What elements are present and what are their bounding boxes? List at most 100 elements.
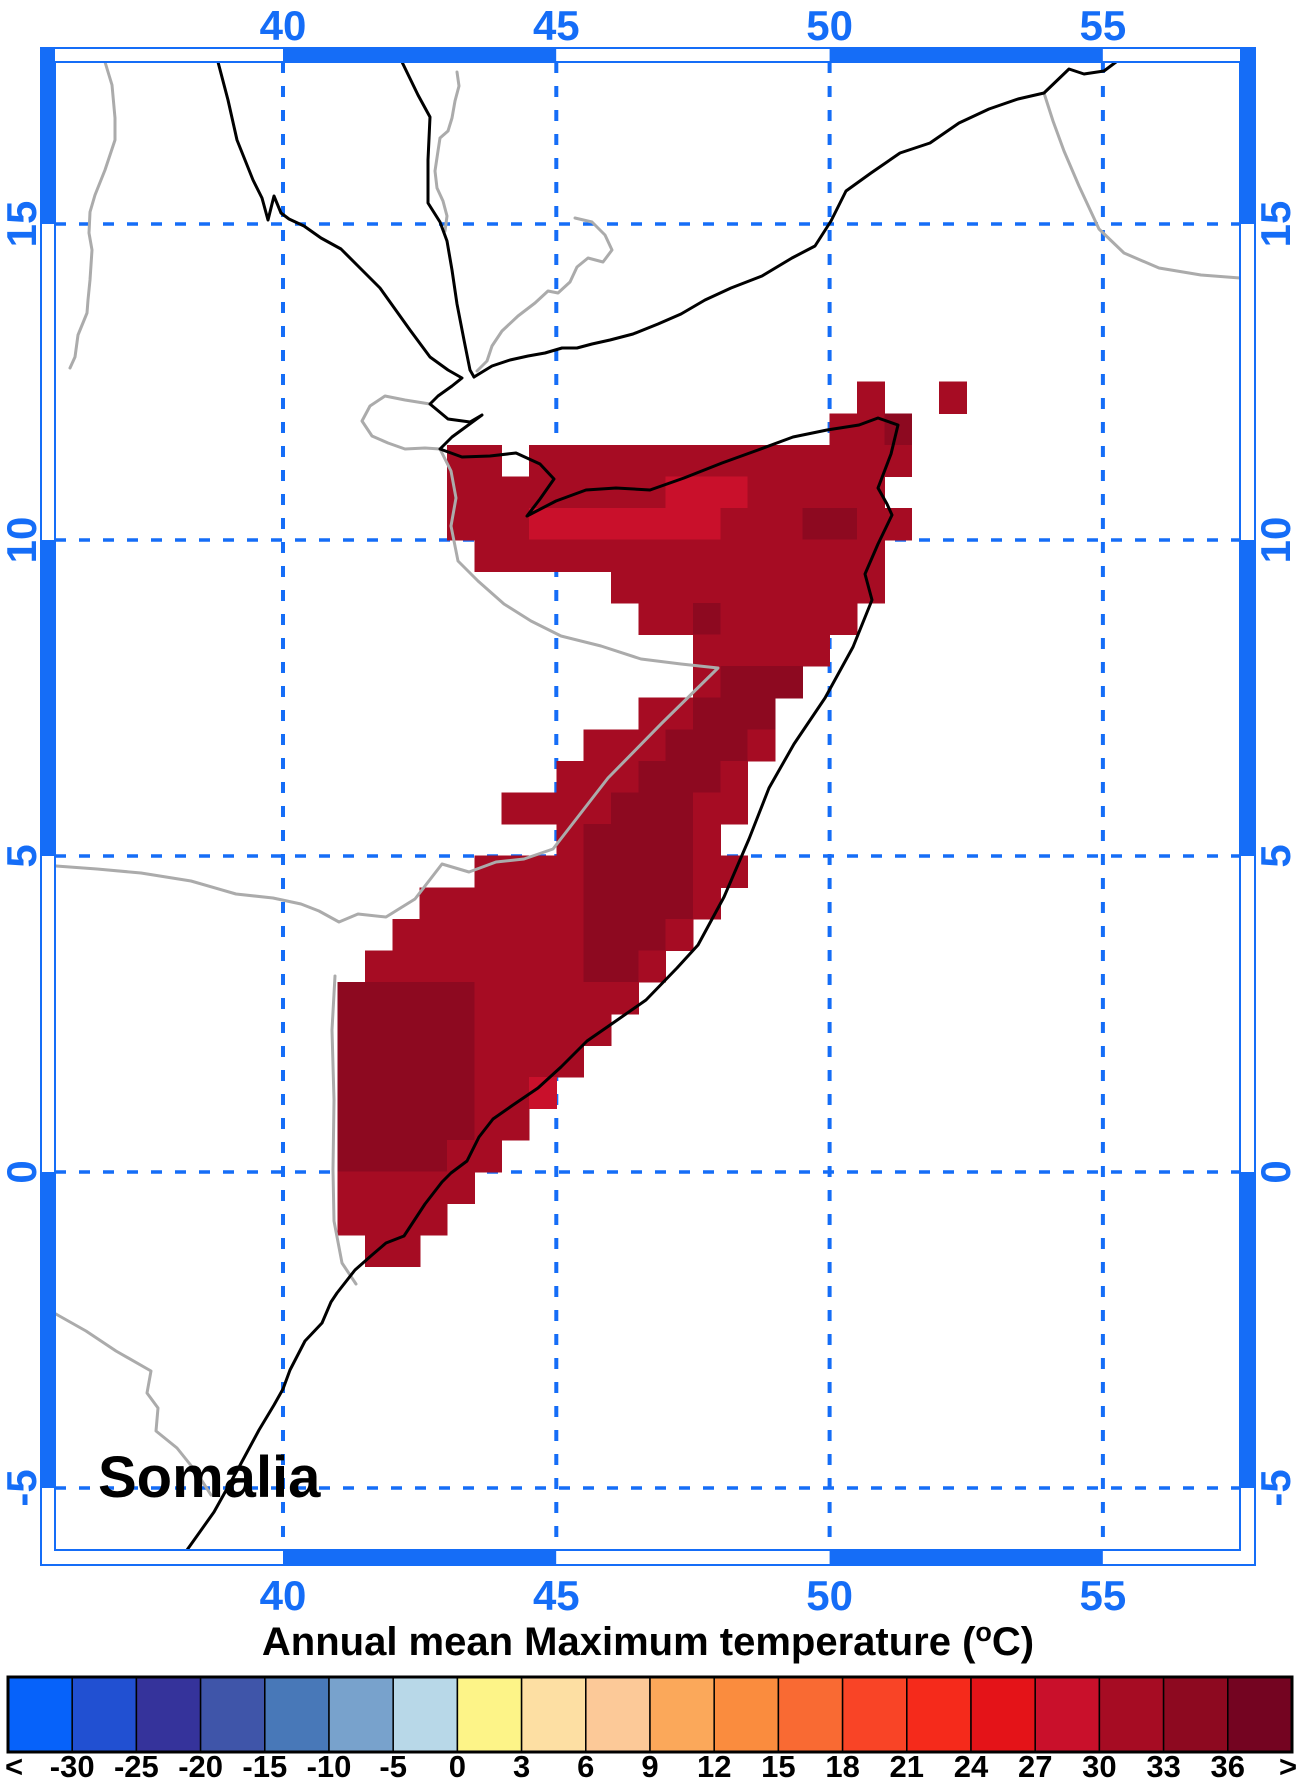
temp-cell — [364, 950, 585, 983]
bottom-axis-label-45: 45 — [533, 1572, 580, 1619]
colorbar-cell-12 — [777, 1676, 844, 1753]
frame-bottom-segment — [55, 1550, 283, 1565]
temp-cell — [474, 539, 885, 572]
top-axis-label-45: 45 — [533, 2, 580, 49]
colorbar-label-21: 21 — [890, 1749, 924, 1781]
colorbar-cell-10 — [649, 1676, 715, 1753]
temp-cell — [583, 855, 694, 888]
temp-cell — [856, 381, 885, 414]
colorbar-label--20: -20 — [178, 1749, 223, 1781]
right-axis-label-5: 5 — [1252, 844, 1299, 867]
frame-top-segment — [283, 48, 557, 62]
temp-cell — [501, 792, 612, 825]
colorbar-cell-4 — [264, 1676, 330, 1753]
frame-right-segment — [1240, 224, 1255, 540]
temp-cell — [337, 1045, 475, 1078]
frame-left-segment — [41, 48, 55, 224]
border-kenya-tanzania — [45, 1307, 213, 1497]
colorbar-label-36: 36 — [1211, 1749, 1245, 1781]
colorbar-cell-1 — [71, 1676, 138, 1753]
right-axis-label-10: 10 — [1252, 517, 1299, 564]
coast-arabia-red-sea — [400, 60, 476, 379]
colorbar-legend: < -30 -25 -20 -15 -10 -5 0 3 6 9 12 15 18 21 24 27 30 33 36… — [5, 1675, 1297, 1781]
temp-cell — [638, 950, 667, 983]
temp-cell — [638, 760, 721, 794]
temp-cell — [638, 697, 694, 730]
temp-cell — [446, 444, 503, 478]
temp-cell — [528, 508, 721, 541]
colorbar-cell-0 — [7, 1676, 73, 1753]
temp-cell — [720, 760, 749, 794]
colorbar-cell-5 — [328, 1676, 394, 1753]
colorbar-cell-11 — [713, 1676, 780, 1753]
temp-cell — [583, 950, 639, 983]
temp-cell — [720, 508, 803, 541]
border-eritrea-west — [68, 60, 117, 370]
temp-cell — [583, 887, 694, 920]
temp-cell — [392, 918, 585, 952]
temp-cell — [419, 887, 585, 920]
temp-cell — [665, 476, 749, 509]
left-axis-label-10: 10 — [0, 517, 45, 564]
frame-right-segment — [1240, 540, 1255, 856]
colorbar-label-<: < — [5, 1749, 23, 1781]
temp-cell — [337, 1076, 475, 1110]
colorbar-cell-7 — [456, 1676, 523, 1753]
frame-top-segment — [556, 48, 830, 62]
border-oman-yemen — [1042, 91, 1242, 280]
colorbar-cell-13 — [841, 1676, 908, 1753]
border-eritrea-coastal — [433, 70, 461, 233]
figure-title: Annual mean Maximum temperature (oC) — [262, 1617, 1034, 1664]
frame-top-segment — [829, 48, 1103, 62]
left-axis-label-15: 15 — [0, 201, 45, 248]
temp-cell — [474, 855, 585, 888]
temp-cell — [337, 1108, 475, 1141]
temp-cell — [692, 602, 721, 636]
temp-cell — [337, 1203, 448, 1236]
top-axis-label-40: 40 — [260, 2, 307, 49]
coast-arabia-south — [472, 60, 1118, 379]
temp-cell — [446, 508, 530, 541]
frame-top-segment — [1102, 48, 1240, 62]
country-borders — [45, 60, 1242, 1497]
temp-cell — [638, 602, 694, 636]
frame-bottom-segment — [829, 1550, 1103, 1565]
left-axis-label--5: -5 — [0, 1469, 45, 1506]
colorbar-label-3: 3 — [513, 1749, 530, 1781]
coast-africa-somalia — [185, 60, 900, 1552]
temp-cell — [337, 1140, 448, 1173]
colorbar-cell-6 — [392, 1676, 459, 1753]
colorbar-label-24: 24 — [954, 1749, 989, 1781]
frame-bottom-segment — [1102, 1550, 1240, 1565]
colorbar-cell-14 — [906, 1676, 972, 1753]
temp-cell — [747, 729, 776, 762]
temp-cell — [665, 918, 694, 952]
frame-left-segment — [41, 540, 55, 856]
temp-cell — [720, 602, 858, 636]
colorbar-cell-3 — [199, 1676, 266, 1753]
temp-cell — [747, 476, 885, 509]
map-frame-striped-border — [40, 47, 1256, 1566]
temp-cell — [720, 666, 803, 699]
colorbar-label-33: 33 — [1146, 1749, 1180, 1781]
frame-left-segment — [41, 856, 55, 1172]
left-axis-label-5: 5 — [0, 844, 45, 867]
colorbar-cell-2 — [135, 1676, 202, 1753]
colorbar-label-15: 15 — [761, 1749, 795, 1781]
colorbar-cell-18 — [1162, 1676, 1229, 1753]
border-djibouti — [360, 394, 442, 451]
region-label: Somalia — [98, 1445, 321, 1510]
right-axis-label-15: 15 — [1252, 201, 1299, 248]
colorbar-label--5: -5 — [379, 1749, 407, 1781]
bottom-axis-label-40: 40 — [260, 1572, 307, 1619]
temp-cell — [692, 697, 776, 730]
border-ethiopia-somalia-ogaden — [54, 447, 720, 924]
temp-cell — [856, 508, 913, 541]
colorbar-cell-9 — [585, 1676, 651, 1753]
temp-cell — [692, 634, 831, 667]
frame-bottom-segment — [283, 1550, 557, 1565]
frame-left-segment — [41, 224, 55, 540]
temp-cell — [692, 824, 721, 857]
frame-right-segment — [1240, 1172, 1255, 1488]
colorbar-label--15: -15 — [242, 1749, 287, 1781]
